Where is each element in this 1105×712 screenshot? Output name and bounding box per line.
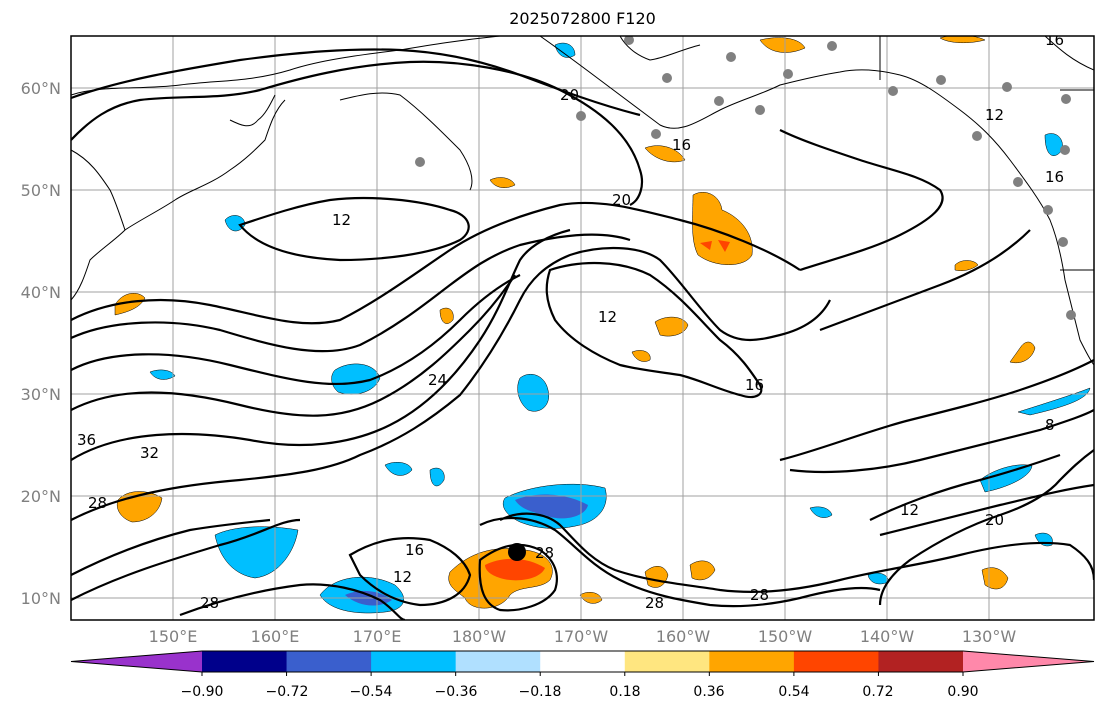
- contour-label: 28: [535, 544, 554, 562]
- contour-label: 16: [405, 541, 424, 559]
- latitude-labels: 60°N 50°N 40°N 30°N 20°N 10°N: [21, 79, 61, 608]
- contour-label: 36: [77, 431, 96, 449]
- contour-label: 16: [745, 376, 764, 394]
- contour-label: 12: [900, 501, 919, 519]
- anomaly-shading: [114, 36, 1091, 614]
- contour-label: 28: [645, 594, 664, 612]
- colorbar-segment: [540, 651, 626, 672]
- storm-center-marker: [508, 543, 526, 561]
- lon-label: 150°W: [758, 627, 813, 646]
- contour-label: 16: [1045, 168, 1064, 186]
- lat-label: 20°N: [21, 487, 61, 506]
- colorbar-segment: [286, 651, 372, 672]
- colorbar-tick-label: −0.18: [519, 684, 562, 700]
- lon-label: 170°W: [554, 627, 609, 646]
- contour-label: 16: [672, 136, 691, 154]
- contour-label: 20: [985, 511, 1004, 529]
- lon-label: 140°W: [860, 627, 915, 646]
- station-markers: [415, 36, 1076, 320]
- contour-label: 24: [428, 371, 447, 389]
- contour-label: 8: [1045, 416, 1055, 434]
- contour-label: 28: [200, 594, 219, 612]
- colorbar-extend-high: [963, 651, 1094, 672]
- colorbar-segment: [709, 651, 795, 672]
- colorbar-tick-label: 0.18: [609, 684, 640, 700]
- colorbar-extend-low: [71, 651, 202, 672]
- lon-label: 160°E: [251, 627, 300, 646]
- lon-label: 180°W: [452, 627, 507, 646]
- contour-label-layer: 20 16 20 12 12 24 16 8 32 36 28 16 12 28…: [77, 31, 1064, 612]
- lat-label: 60°N: [21, 79, 61, 98]
- contour-label: 16: [1045, 31, 1064, 49]
- map-title: 2025072800 F120: [509, 9, 656, 28]
- contour-label: 28: [750, 586, 769, 604]
- contour-label: 32: [140, 444, 159, 462]
- colorbar-tick-labels: −0.90 −0.72 −0.54 −0.36 −0.18 0.18 0.36 …: [181, 684, 979, 700]
- colorbar-segment: [371, 651, 457, 672]
- colorbar-tick-label: −0.72: [266, 684, 309, 700]
- coastlines: [71, 36, 1094, 366]
- colorbar-tick-label: 0.54: [778, 684, 809, 700]
- colorbar-tick-label: −0.36: [435, 684, 478, 700]
- contour-label: 12: [332, 211, 351, 229]
- lon-label: 160°W: [656, 627, 711, 646]
- lon-label: 130°W: [962, 627, 1017, 646]
- contour-label: 20: [612, 191, 631, 209]
- colorbar-segment: [793, 651, 879, 672]
- map-border: [70, 35, 1095, 621]
- lat-label: 40°N: [21, 283, 61, 302]
- colorbar-segment: [624, 651, 710, 672]
- contour-label: 12: [598, 308, 617, 326]
- contour-label: 28: [88, 494, 107, 512]
- longitude-labels: 150°E 160°E 170°E 180°W 170°W 160°W 150°…: [149, 627, 1017, 646]
- colorbar-tick-label: 0.72: [862, 684, 893, 700]
- lon-label: 150°E: [149, 627, 198, 646]
- contour-label: 20: [560, 86, 579, 104]
- lat-label: 30°N: [21, 385, 61, 404]
- colorbar-segment: [455, 651, 541, 672]
- colorbar-tick-label: −0.90: [181, 684, 224, 700]
- colorbar-segment: [878, 651, 964, 672]
- lat-label: 50°N: [21, 181, 61, 200]
- colorbar-tick-label: −0.54: [350, 684, 393, 700]
- contour-label: 12: [393, 568, 412, 586]
- colorbar-segment: [202, 651, 288, 672]
- lat-label: 10°N: [21, 589, 61, 608]
- contour-label: 12: [985, 106, 1004, 124]
- colorbar-tick-label: 0.90: [947, 684, 978, 700]
- colorbar-tick-label: 0.36: [693, 684, 724, 700]
- colorbar: [70, 650, 1095, 676]
- lon-label: 170°E: [353, 627, 402, 646]
- contour-lines: [71, 48, 1094, 620]
